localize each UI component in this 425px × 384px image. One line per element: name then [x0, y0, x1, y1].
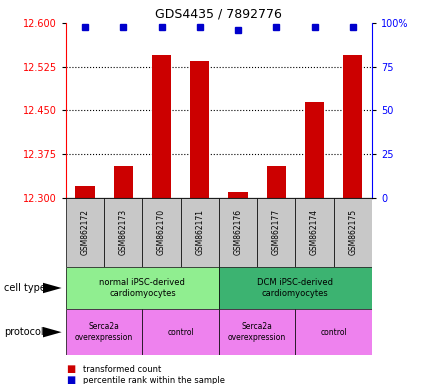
Text: GSM862171: GSM862171: [195, 209, 204, 255]
Bar: [190, 61, 209, 198]
Text: GSM862175: GSM862175: [348, 209, 357, 255]
Polygon shape: [42, 283, 62, 293]
Text: transformed count: transformed count: [83, 365, 161, 374]
Bar: [181, 198, 219, 267]
Bar: [219, 198, 257, 267]
Text: percentile rank within the sample: percentile rank within the sample: [83, 376, 225, 384]
Text: Serca2a
overexpression: Serca2a overexpression: [75, 323, 133, 342]
Bar: [76, 186, 94, 198]
Bar: [257, 198, 295, 267]
Text: GSM862174: GSM862174: [310, 209, 319, 255]
Bar: [66, 198, 104, 267]
Bar: [267, 166, 286, 198]
Text: GSM862176: GSM862176: [233, 209, 243, 255]
Bar: [66, 309, 142, 355]
Text: GSM862173: GSM862173: [119, 209, 128, 255]
Bar: [219, 309, 295, 355]
Text: control: control: [320, 328, 347, 337]
Bar: [219, 267, 372, 309]
Bar: [343, 55, 362, 198]
Text: cell type: cell type: [4, 283, 46, 293]
Bar: [66, 267, 219, 309]
Bar: [305, 102, 324, 198]
Text: protocol: protocol: [4, 327, 44, 337]
Text: control: control: [167, 328, 194, 337]
Polygon shape: [42, 327, 62, 338]
Text: ■: ■: [66, 375, 75, 384]
Bar: [295, 309, 372, 355]
Text: GSM862170: GSM862170: [157, 209, 166, 255]
Text: DCM iPSC-derived
cardiomyocytes: DCM iPSC-derived cardiomyocytes: [258, 278, 333, 298]
Bar: [152, 55, 171, 198]
Bar: [142, 309, 219, 355]
Text: GSM862172: GSM862172: [80, 209, 90, 255]
Bar: [104, 198, 142, 267]
Text: ■: ■: [66, 364, 75, 374]
Title: GDS4435 / 7892776: GDS4435 / 7892776: [156, 7, 282, 20]
Bar: [142, 198, 181, 267]
Text: GSM862177: GSM862177: [272, 209, 281, 255]
Bar: [229, 192, 247, 198]
Bar: [113, 166, 133, 198]
Text: Serca2a
overexpression: Serca2a overexpression: [228, 323, 286, 342]
Bar: [295, 198, 334, 267]
Bar: [334, 198, 372, 267]
Text: normal iPSC-derived
cardiomyocytes: normal iPSC-derived cardiomyocytes: [99, 278, 185, 298]
